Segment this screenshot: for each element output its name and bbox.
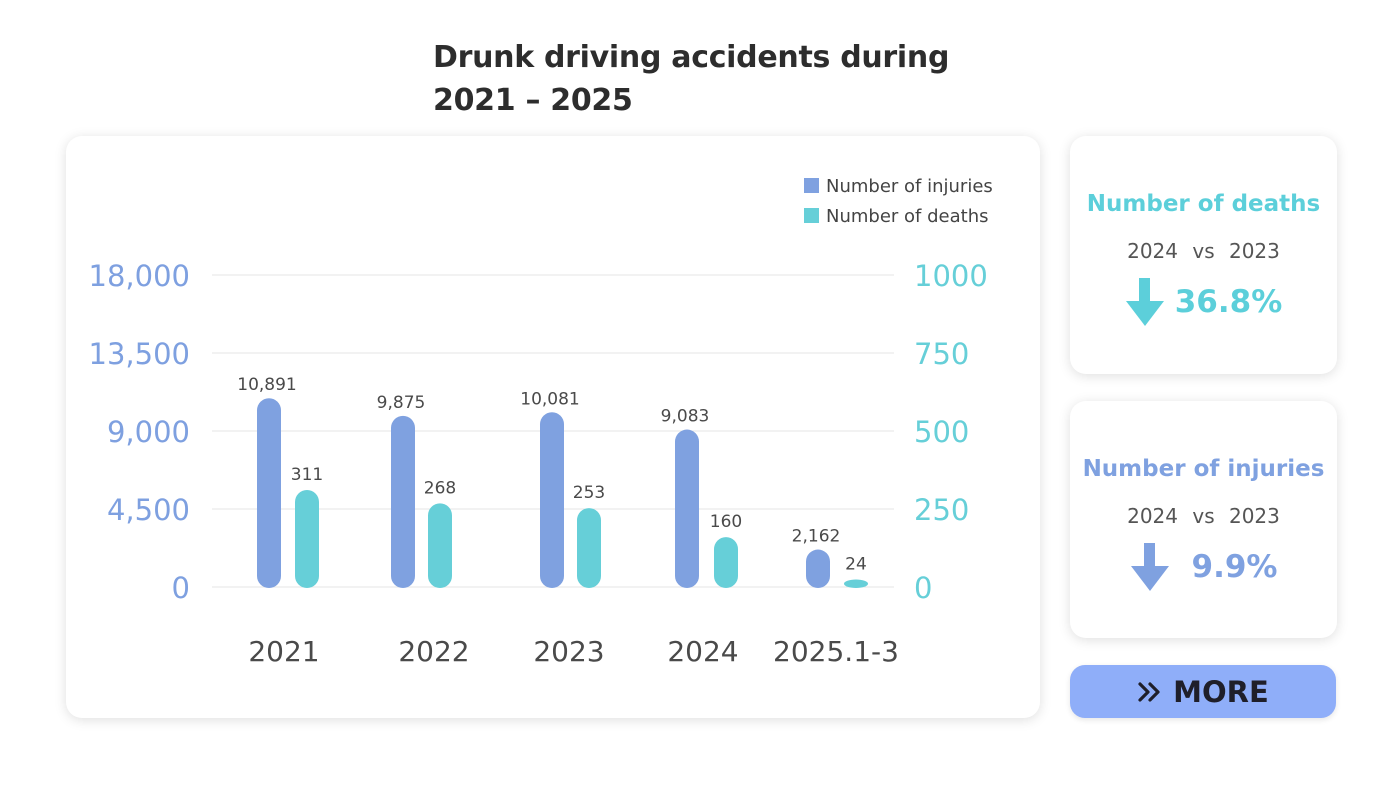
x-axis-category-label: 2023: [533, 635, 604, 668]
deaths-bar: [577, 508, 601, 588]
more-button[interactable]: MORE: [1070, 665, 1336, 718]
deaths-bar: [714, 537, 738, 588]
injuries-stat-card: Number of injuries 2024 vs 2023 9.9%: [1070, 401, 1337, 638]
injuries-data-label: 9,083: [661, 407, 710, 427]
injuries-data-label: 9,875: [377, 393, 426, 413]
left-axis-tick-label: 18,000: [89, 259, 190, 293]
injuries-bar: [540, 412, 564, 588]
right-axis-tick-label: 0: [914, 571, 932, 605]
left-axis-tick-label: 4,500: [107, 493, 190, 527]
right-axis-tick-label: 250: [914, 493, 969, 527]
right-axis-tick-label: 750: [914, 337, 969, 371]
deaths-data-label: 160: [710, 512, 742, 532]
deaths-bar: [428, 503, 452, 588]
deaths-data-label: 24: [845, 555, 867, 575]
deaths-stat-comparison: 2024 vs 2023: [1127, 239, 1280, 263]
legend-label-injuries: Number of injuries: [826, 176, 993, 197]
deaths-data-label: 253: [573, 483, 605, 503]
injuries-stat-title: Number of injuries: [1082, 456, 1325, 482]
left-axis-tick-label: 9,000: [107, 415, 190, 449]
right-axis-tick-label: 1000: [914, 259, 988, 293]
arrow-down-icon: [1130, 543, 1169, 591]
deaths-bar: [844, 579, 868, 588]
x-axis-category-label: 2025.1-3: [773, 635, 899, 668]
deaths-data-label: 268: [424, 478, 456, 498]
chart-title: Drunk driving accidents during 2021 – 20…: [433, 36, 949, 122]
injuries-bar: [806, 549, 830, 588]
injuries-data-label: 10,081: [520, 389, 579, 409]
arrow-down-icon: [1125, 278, 1164, 326]
legend-swatch-deaths: [804, 208, 819, 223]
injuries-stat-comparison: 2024 vs 2023: [1127, 504, 1280, 528]
deaths-stat-change-row: 36.8%: [1070, 276, 1337, 328]
injuries-bar: [675, 429, 699, 588]
bar-chart: 0 0 4,500 250 9,000 500 13,500 750 18,000 1000 10,…: [89, 176, 993, 668]
injuries-bar: [257, 398, 281, 588]
more-button-label: MORE: [1173, 674, 1269, 709]
left-axis-tick-label: 13,500: [89, 337, 190, 371]
injuries-bar: [391, 415, 415, 588]
x-axis-category-label: 2022: [398, 635, 469, 668]
deaths-bar: [295, 489, 319, 588]
deaths-data-label: 311: [291, 465, 323, 485]
injuries-data-label: 2,162: [792, 527, 841, 547]
legend-swatch-injuries: [804, 178, 819, 193]
x-axis-category-label: 2024: [667, 635, 738, 668]
injuries-stat-change: 9.9%: [1191, 549, 1278, 585]
deaths-stat-change: 36.8%: [1174, 284, 1283, 320]
legend-label-deaths: Number of deaths: [826, 206, 988, 227]
right-axis-tick-label: 500: [914, 415, 969, 449]
double-chevron-right-icon: [1138, 681, 1160, 702]
chart-title-line-2: 2021 – 2025: [433, 83, 633, 118]
injuries-data-label: 10,891: [237, 375, 296, 395]
x-axis-category-label: 2021: [248, 635, 319, 668]
injuries-stat-change-row: 9.9%: [1070, 541, 1337, 593]
deaths-stat-title: Number of deaths: [1086, 191, 1321, 217]
left-axis-tick-label: 0: [172, 571, 190, 605]
chart-title-line-1: Drunk driving accidents during: [433, 40, 950, 75]
deaths-stat-card: Number of deaths 2024 vs 2023 36.8%: [1070, 136, 1337, 374]
chart-card: 0 0 4,500 250 9,000 500 13,500 750 18,000 1000 10,…: [66, 136, 1040, 718]
